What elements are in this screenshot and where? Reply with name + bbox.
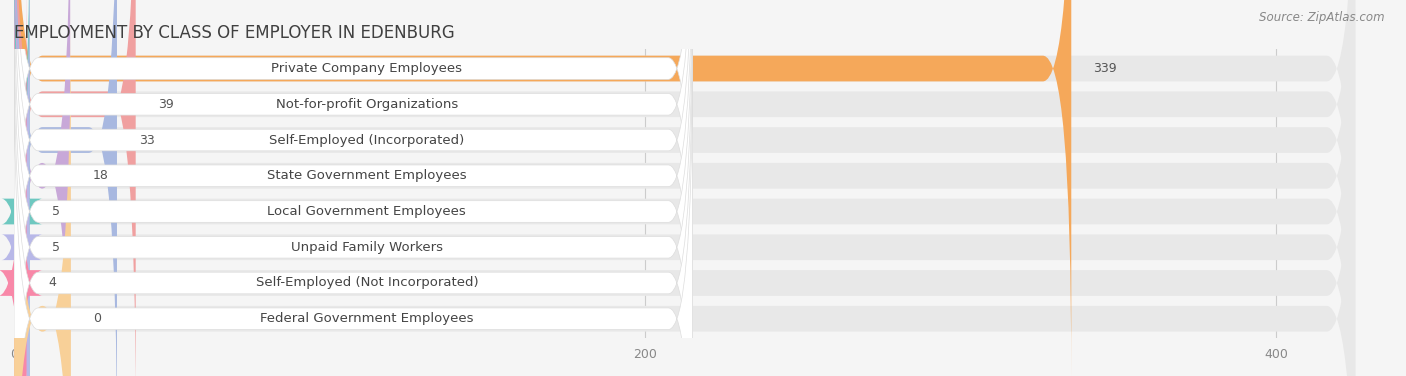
Text: 18: 18 bbox=[93, 169, 108, 182]
FancyBboxPatch shape bbox=[14, 0, 692, 376]
FancyBboxPatch shape bbox=[14, 0, 1355, 376]
FancyBboxPatch shape bbox=[14, 0, 1355, 376]
FancyBboxPatch shape bbox=[14, 0, 692, 331]
FancyBboxPatch shape bbox=[14, 0, 1355, 376]
FancyBboxPatch shape bbox=[0, 0, 42, 376]
FancyBboxPatch shape bbox=[14, 0, 1355, 376]
FancyBboxPatch shape bbox=[14, 0, 136, 376]
FancyBboxPatch shape bbox=[14, 0, 692, 376]
FancyBboxPatch shape bbox=[14, 0, 70, 376]
Text: Local Government Employees: Local Government Employees bbox=[267, 205, 467, 218]
FancyBboxPatch shape bbox=[1, 0, 42, 376]
FancyBboxPatch shape bbox=[14, 0, 1355, 376]
FancyBboxPatch shape bbox=[14, 0, 692, 376]
Text: Self-Employed (Incorporated): Self-Employed (Incorporated) bbox=[269, 133, 464, 147]
FancyBboxPatch shape bbox=[14, 10, 70, 376]
Text: Not-for-profit Organizations: Not-for-profit Organizations bbox=[276, 98, 458, 111]
FancyBboxPatch shape bbox=[14, 0, 1355, 376]
Text: 4: 4 bbox=[49, 276, 56, 290]
Text: Self-Employed (Not Incorporated): Self-Employed (Not Incorporated) bbox=[256, 276, 478, 290]
FancyBboxPatch shape bbox=[14, 56, 692, 376]
FancyBboxPatch shape bbox=[14, 0, 692, 367]
Text: 5: 5 bbox=[52, 241, 59, 254]
Text: EMPLOYMENT BY CLASS OF EMPLOYER IN EDENBURG: EMPLOYMENT BY CLASS OF EMPLOYER IN EDENB… bbox=[14, 24, 454, 42]
FancyBboxPatch shape bbox=[14, 10, 1355, 376]
FancyBboxPatch shape bbox=[14, 0, 117, 376]
Text: State Government Employees: State Government Employees bbox=[267, 169, 467, 182]
Text: 0: 0 bbox=[93, 312, 101, 325]
FancyBboxPatch shape bbox=[14, 0, 1355, 376]
Text: 33: 33 bbox=[139, 133, 155, 147]
FancyBboxPatch shape bbox=[14, 20, 692, 376]
Text: 39: 39 bbox=[157, 98, 173, 111]
Text: Source: ZipAtlas.com: Source: ZipAtlas.com bbox=[1260, 11, 1385, 24]
FancyBboxPatch shape bbox=[14, 0, 692, 376]
FancyBboxPatch shape bbox=[1, 0, 42, 376]
Text: 339: 339 bbox=[1094, 62, 1116, 75]
Text: Private Company Employees: Private Company Employees bbox=[271, 62, 463, 75]
Text: Unpaid Family Workers: Unpaid Family Workers bbox=[291, 241, 443, 254]
Text: 5: 5 bbox=[52, 205, 59, 218]
FancyBboxPatch shape bbox=[14, 0, 1071, 376]
Text: Federal Government Employees: Federal Government Employees bbox=[260, 312, 474, 325]
